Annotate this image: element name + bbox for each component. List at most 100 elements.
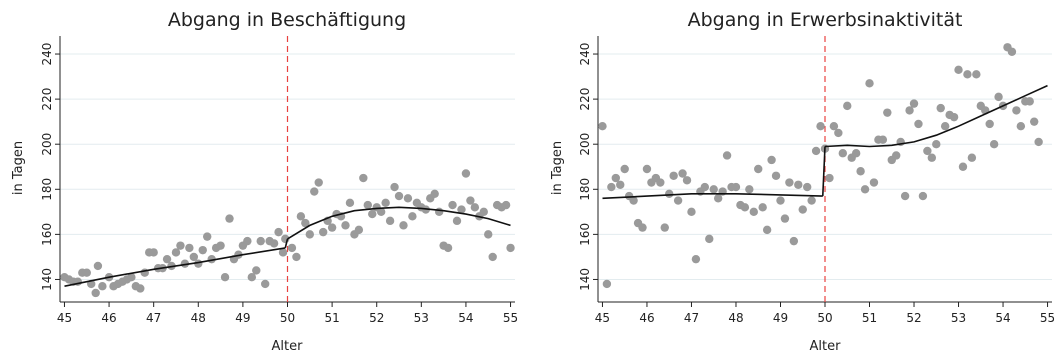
data-point xyxy=(816,121,825,131)
x-tick-label: 52 xyxy=(369,311,384,325)
data-point xyxy=(638,223,647,232)
fit-line-right xyxy=(287,206,511,240)
data-point xyxy=(234,250,243,259)
data-point xyxy=(376,207,386,217)
data-point xyxy=(203,232,212,241)
x-tick-label: 51 xyxy=(862,311,877,325)
x-axis-label: Alter xyxy=(272,339,304,354)
data-point xyxy=(829,121,839,131)
y-axis-label: in Tagen xyxy=(550,141,565,195)
data-point xyxy=(745,185,754,194)
data-point xyxy=(660,223,669,232)
data-point xyxy=(488,252,497,262)
data-point xyxy=(185,243,194,253)
x-tick-label: 54 xyxy=(458,311,473,325)
data-point xyxy=(381,198,390,208)
data-point xyxy=(780,214,790,223)
data-point xyxy=(789,236,799,246)
data-point xyxy=(794,180,803,189)
data-point xyxy=(740,203,750,212)
data-point xyxy=(762,225,772,235)
data-point xyxy=(767,155,776,165)
data-point xyxy=(865,79,874,88)
data-point xyxy=(98,282,107,291)
data-point xyxy=(909,99,919,108)
data-point xyxy=(171,248,181,257)
data-point xyxy=(136,284,145,293)
data-point xyxy=(713,194,723,203)
data-point xyxy=(602,279,612,289)
data-point xyxy=(923,146,932,156)
data-point xyxy=(927,153,937,162)
x-tick-label: 53 xyxy=(951,311,966,325)
x-tick-label: 51 xyxy=(324,311,339,325)
data-point xyxy=(994,92,1003,102)
data-point xyxy=(758,203,767,212)
data-point xyxy=(949,112,959,122)
x-tick-label: 49 xyxy=(235,311,250,325)
data-point xyxy=(385,216,395,226)
data-point xyxy=(598,121,607,131)
data-point xyxy=(452,216,462,226)
data-point xyxy=(838,149,848,158)
data-point xyxy=(900,191,910,201)
data-point xyxy=(269,239,279,248)
data-point xyxy=(1016,121,1026,131)
data-point xyxy=(731,182,741,192)
x-axis-label: Alter xyxy=(810,339,842,354)
data-point xyxy=(860,185,870,194)
data-point xyxy=(243,236,252,246)
fit-line-left xyxy=(64,247,286,287)
data-point xyxy=(345,198,355,208)
data-point xyxy=(394,191,404,201)
data-point xyxy=(771,171,781,180)
data-point xyxy=(940,121,950,131)
data-point xyxy=(856,167,865,176)
x-tick-label: 50 xyxy=(280,311,295,325)
data-point xyxy=(176,241,185,250)
data-point xyxy=(162,254,172,264)
data-point xyxy=(457,205,466,214)
panel-abgang-erwerbsinaktivitaet: Abgang in Erwerbsinaktivität Alter in Ta… xyxy=(550,9,1055,354)
data-point xyxy=(501,200,511,210)
data-point xyxy=(798,205,807,214)
data-point xyxy=(363,200,372,210)
y-tick-label: 220 xyxy=(40,88,54,111)
data-point xyxy=(802,182,812,192)
data-point xyxy=(825,173,834,183)
data-point xyxy=(851,149,861,158)
data-point xyxy=(629,196,638,205)
data-point xyxy=(430,189,439,198)
data-point xyxy=(216,241,225,250)
data-point xyxy=(327,223,337,232)
data-point xyxy=(341,221,350,230)
x-tick-label: 45 xyxy=(57,311,72,325)
data-point xyxy=(878,135,888,144)
data-point xyxy=(936,103,945,113)
data-point xyxy=(749,207,758,217)
data-point xyxy=(811,146,821,156)
data-point xyxy=(296,212,306,221)
data-point xyxy=(985,119,994,129)
x-tick-label: 46 xyxy=(101,311,116,325)
y-tick-label: 240 xyxy=(40,43,54,66)
data-point xyxy=(225,214,234,223)
y-tick-label: 180 xyxy=(578,178,592,201)
x-tick-label: 54 xyxy=(995,311,1010,325)
data-point xyxy=(620,164,629,174)
x-tick-label: 45 xyxy=(595,311,610,325)
data-point xyxy=(408,212,417,221)
x-tick-label: 48 xyxy=(191,311,206,325)
data-point xyxy=(399,221,408,230)
data-point xyxy=(310,187,319,196)
data-point xyxy=(611,173,621,183)
data-point xyxy=(989,140,999,149)
data-point xyxy=(390,182,399,192)
data-point xyxy=(189,252,199,262)
data-point xyxy=(301,218,310,228)
data-point xyxy=(274,227,283,237)
data-point xyxy=(869,178,879,187)
data-point xyxy=(93,261,103,271)
data-point xyxy=(252,266,261,275)
